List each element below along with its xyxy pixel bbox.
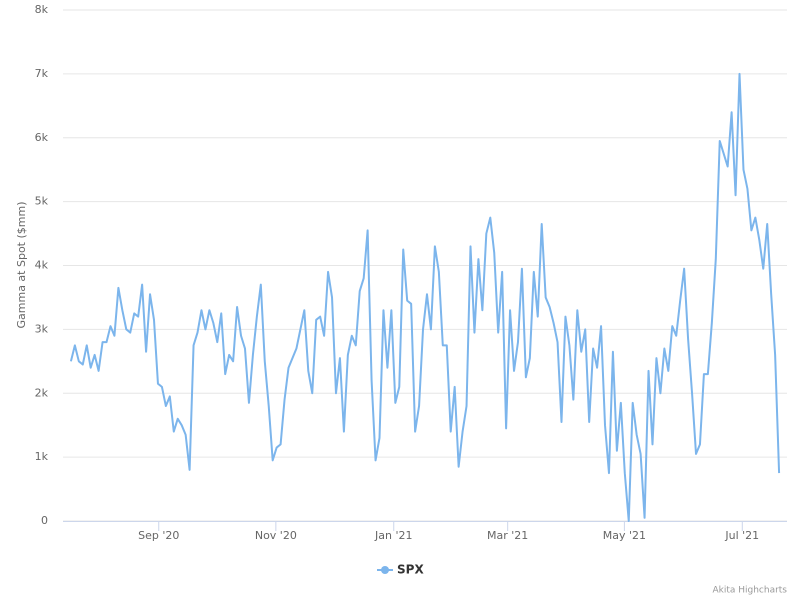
- legend-marker: [381, 566, 389, 574]
- y-tick-label: 6k: [35, 131, 49, 144]
- x-tick-label: Jan '21: [374, 529, 412, 542]
- series-line: [69, 72, 781, 522]
- y-tick-label: 7k: [35, 67, 49, 80]
- x-tick-label: Jul '21: [724, 529, 759, 542]
- credit: Akita Highcharts: [712, 586, 787, 596]
- y-tick-label: 4k: [35, 259, 49, 272]
- y-tick-label: 5k: [35, 195, 49, 208]
- legend-label[interactable]: SPX: [397, 563, 424, 577]
- x-tick-label: Mar '21: [487, 529, 528, 542]
- y-tick-label: 1k: [35, 450, 49, 463]
- y-tick-label: 8k: [35, 3, 49, 16]
- x-tick-label: Nov '20: [255, 529, 297, 542]
- x-tick-label: May '21: [603, 529, 646, 542]
- y-tick-label: 2k: [35, 386, 49, 399]
- y-axis-title: Gamma at Spot ($mm): [15, 202, 28, 329]
- y-tick-label: 3k: [35, 322, 49, 335]
- y-tick-label: 0: [41, 514, 48, 527]
- x-tick-label: Sep '20: [138, 529, 179, 542]
